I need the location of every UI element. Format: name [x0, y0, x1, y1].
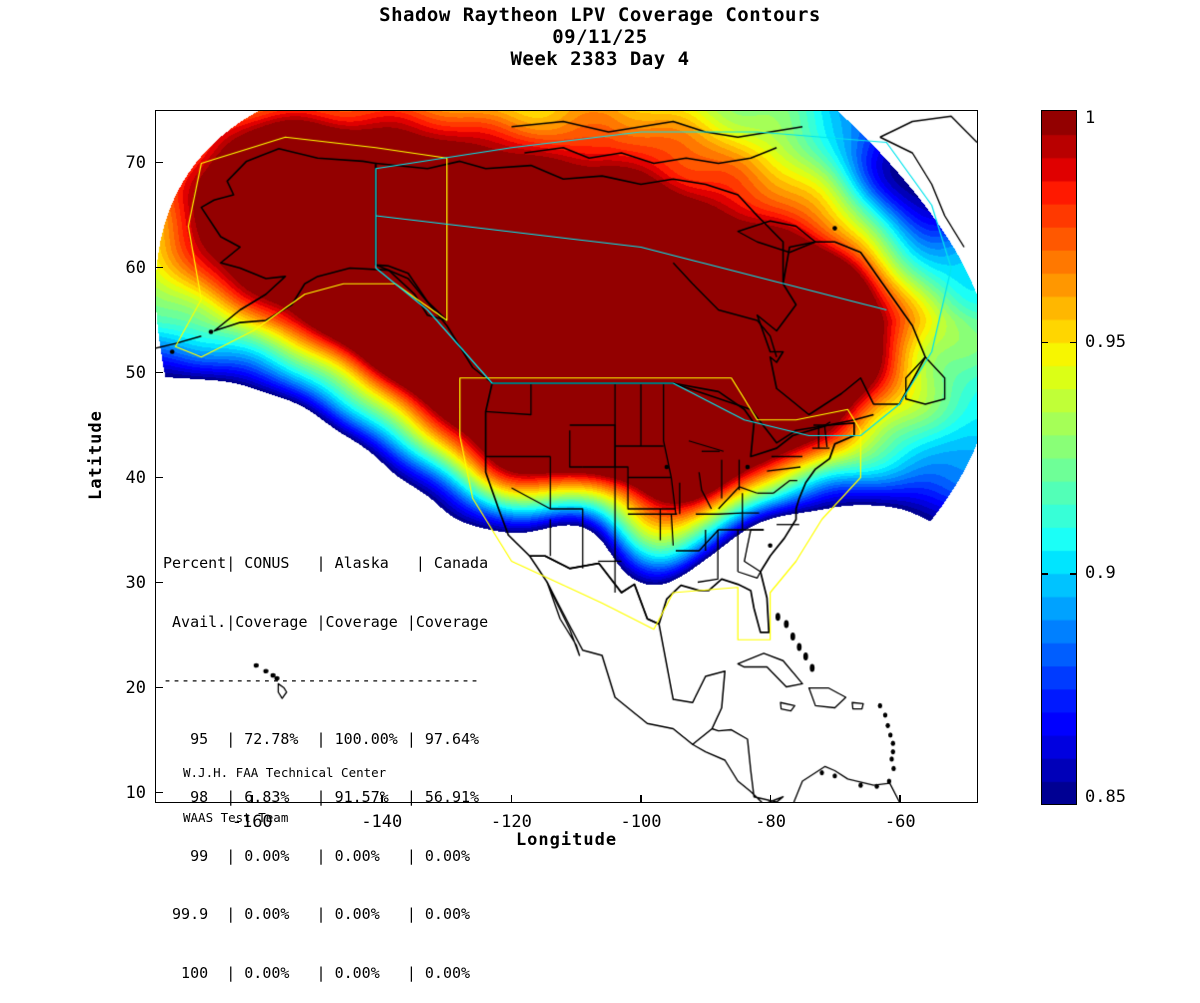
colorbar-gradient — [1041, 110, 1077, 805]
y-tick-label: 10 — [125, 782, 146, 803]
x-tick-mark — [251, 795, 253, 803]
y-tick-label: 50 — [125, 362, 146, 383]
y-tick-mark — [155, 266, 163, 269]
colorbar-legend: 1 0.95 0.9 0.85 — [1041, 108, 1126, 807]
table-row: 99 | 0.00% | 0.00% | 0.00% — [163, 846, 471, 865]
x-tick-label: -120 — [490, 812, 532, 832]
stats-header-row-2: Avail.|Coverage |Coverage |Coverage — [163, 612, 489, 631]
credit-block: W.J.H. FAA Technical Center WAAS Test Te… — [183, 735, 386, 840]
y-axis-label: Latitude — [86, 410, 106, 500]
x-tick-label: -80 — [755, 812, 786, 832]
x-axis-label: Longitude — [515, 830, 618, 850]
credit-line-1: W.J.H. FAA Technical Center — [183, 765, 387, 780]
title-line-2: 09/11/25 — [552, 26, 648, 48]
y-tick-label: 70 — [125, 152, 146, 173]
colorbar-tick-mark — [1041, 573, 1048, 575]
y-tick-mark — [155, 686, 163, 689]
x-tick-mark — [899, 795, 901, 803]
colorbar-tick-label: 1 — [1085, 108, 1096, 128]
x-tick-label: -60 — [884, 812, 916, 832]
title-line-1: Shadow Raytheon LPV Coverage Contours — [379, 4, 821, 26]
x-tick-label: -140 — [361, 812, 403, 832]
x-tick-mark — [640, 795, 642, 803]
colorbar-tick-label: 0.9 — [1085, 563, 1116, 584]
y-tick-mark — [155, 161, 163, 164]
y-tick-mark — [155, 371, 163, 374]
x-tick-mark — [381, 795, 383, 803]
y-tick-label: 60 — [125, 257, 146, 278]
table-row: 100 | 0.00% | 0.00% | 0.00% — [163, 963, 471, 982]
y-tick-mark — [155, 791, 163, 794]
x-tick-mark — [510, 795, 513, 803]
title-block: Shadow Raytheon LPV Coverage Contours 09… — [0, 4, 1200, 70]
colorbar-tick-mark — [1070, 341, 1077, 344]
map-plot-area[interactable] — [155, 110, 978, 803]
stats-header-row-1: Percent| CONUS | Alaska | Canada — [163, 554, 489, 572]
colorbar-tick-mark — [1041, 341, 1048, 344]
y-tick-label: 20 — [125, 677, 146, 698]
title-line-3: Week 2383 Day 4 — [510, 48, 690, 70]
x-tick-label: -160 — [231, 812, 273, 832]
table-row: 99.9 | 0.00% | 0.00% | 0.00% — [163, 905, 471, 923]
y-tick-label: 30 — [125, 572, 146, 593]
lpv-coverage-contour-canvas — [156, 111, 977, 802]
colorbar-tick-label: 0.95 — [1085, 331, 1126, 352]
table-row: 98 | 6.83% | 91.57% | 56.91% — [163, 788, 480, 806]
x-tick-mark — [769, 795, 772, 803]
y-tick-mark — [155, 581, 163, 584]
y-tick-label: 40 — [125, 467, 146, 488]
stats-separator: ----------------------------------- — [163, 671, 480, 689]
credit-line-2: WAAS Test Team — [183, 810, 289, 825]
colorbar-tick-mark — [1070, 573, 1077, 575]
table-row: 95 | 72.78% | 100.00% | 97.64% — [163, 729, 480, 748]
colorbar-tick-label: 0.85 — [1085, 787, 1126, 807]
x-tick-label: -100 — [620, 812, 662, 832]
y-tick-mark — [155, 476, 163, 479]
